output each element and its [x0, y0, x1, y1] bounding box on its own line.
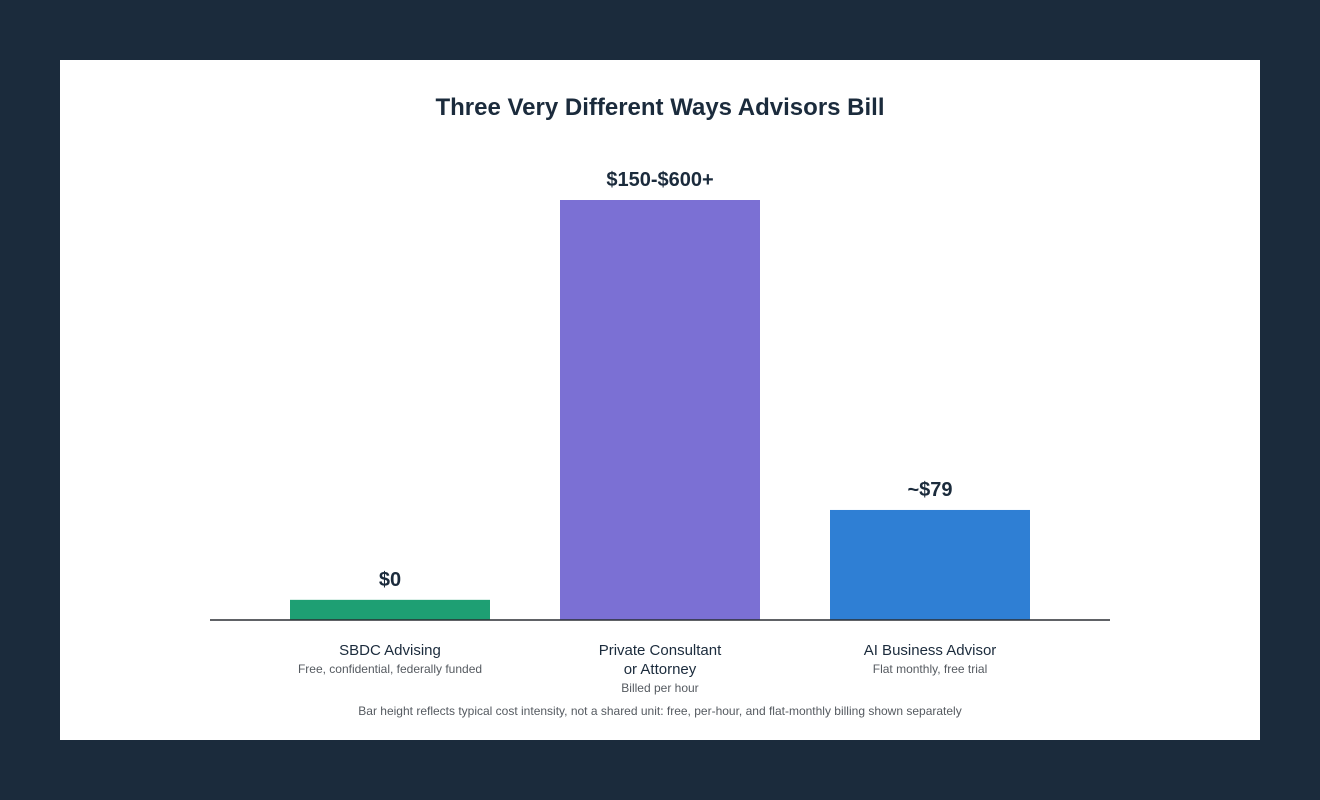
bars-group: [290, 200, 1030, 620]
category-label-0-0: SBDC Advising: [339, 642, 441, 659]
category-label-1-1: or Attorney: [624, 661, 697, 678]
category-subtitle-1: Billed per hour: [621, 681, 698, 695]
value-label-2: ~$79: [907, 479, 952, 501]
bar-2: [830, 509, 1030, 620]
value-label-1: $150-$600+: [606, 169, 713, 191]
category-subtitle-0: Free, confidential, federally funded: [298, 662, 482, 676]
chart-footnote: Bar height reflects typical cost intensi…: [358, 704, 961, 718]
category-label-1-0: Private Consultant: [599, 642, 722, 659]
category-subtitle-2: Flat monthly, free trial: [873, 662, 987, 676]
bar-1: [560, 200, 760, 620]
bar-0: [290, 599, 490, 620]
labels-group: $0 SBDC Advising Free, confidential, feder…: [298, 169, 996, 695]
category-label-2-0: AI Business Advisor: [864, 642, 997, 659]
chart-title: Three Very Different Ways Advisors Bill: [435, 94, 884, 121]
value-label-0: $0: [379, 569, 401, 591]
